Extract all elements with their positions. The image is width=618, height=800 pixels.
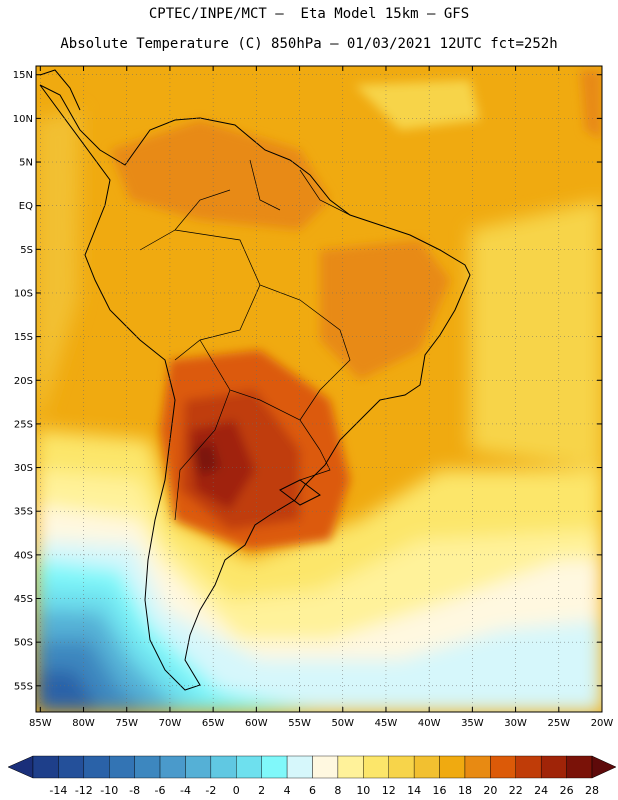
colorbar-swatch [540, 755, 567, 779]
lon-label: 80W [72, 718, 95, 729]
temperature-field [36, 66, 602, 712]
lon-label: 30W [504, 718, 527, 729]
colorbar-swatch [413, 755, 440, 779]
lon-label: 55W [288, 718, 311, 729]
map-title-line-2: Absolute Temperature (C) 850hPa – 01/03/… [60, 36, 558, 52]
lat-label: 55S [14, 681, 33, 692]
colorbar-label: 12 [382, 784, 396, 797]
colorbar-swatch [490, 755, 516, 779]
lat-label: 20S [14, 376, 33, 387]
coastline-outline [39, 69, 471, 691]
colorbar-label: 10 [356, 784, 370, 797]
colorbar-swatch [83, 755, 110, 779]
colorbar-label: 4 [284, 784, 291, 797]
colorbar-label: -10 [100, 784, 118, 797]
colorbar-label: -6 [155, 784, 166, 797]
colorbar-swatch [286, 755, 313, 779]
colorbar-label: 24 [534, 784, 548, 797]
axis-ticks [36, 66, 603, 712]
lon-label: 60W [245, 718, 268, 729]
colorbar-max-arrow [591, 755, 617, 779]
colorbar-label: -2 [205, 784, 216, 797]
colorbar-swatch [337, 755, 364, 779]
colorbar-swatch [312, 755, 339, 779]
colorbar-label: -14 [49, 784, 67, 797]
colorbar-swatch [185, 755, 212, 779]
colorbar-label: 16 [433, 784, 447, 797]
colorbar-label: -12 [75, 784, 93, 797]
colorbar-swatch [566, 755, 593, 779]
colorbar-label: 28 [585, 784, 599, 797]
colorbar-label: 20 [483, 784, 497, 797]
lon-label: 40W [418, 718, 441, 729]
lat-label: 5S [20, 245, 33, 256]
colorbar-swatch [159, 755, 186, 779]
map-title-line-1: CPTEC/INPE/MCT – Eta Model 15km – GFS [148, 6, 470, 22]
colorbar-swatch [261, 755, 288, 779]
lat-label: 30S [14, 463, 33, 474]
colorbar-label: 18 [458, 784, 472, 797]
latitude-labels: 15N 10N 5N EQ 5S 10S 15S 20S 25S 30S 35S 40S 45S 50S 5… [13, 70, 33, 692]
longitude-labels: 85W 80W 75W 70W 65W 60W 55W 50W 45W 40W 35W 30W 25W 2… [29, 718, 613, 729]
lat-label: 10S [14, 288, 33, 299]
colorbar-swatch [236, 755, 262, 779]
colorbar-label: 2 [258, 784, 265, 797]
colorbar-swatch [363, 755, 389, 779]
colorbar-label: 14 [407, 784, 421, 797]
temperature-colorbar: -14 -12 -10 -8 -6 -4 -2 0 2 4 6 8 10 12 14 16 18 20 22 24 26… [7, 755, 617, 797]
colorbar-min-arrow [7, 755, 34, 779]
lat-label: 10N [13, 114, 33, 125]
lon-label: 85W [29, 718, 52, 729]
colorbar-label: 22 [509, 784, 523, 797]
colorbar-swatch [58, 755, 85, 779]
lat-label: EQ [19, 201, 33, 212]
colorbar-swatch [388, 755, 415, 779]
colorbar-swatch [109, 755, 135, 779]
lat-label: 50S [14, 638, 33, 649]
lat-label: 5N [19, 158, 33, 169]
colorbar-swatch [210, 755, 237, 779]
lat-label: 15S [14, 332, 33, 343]
colorbar-label: 8 [334, 784, 341, 797]
colorbar-label: 26 [560, 784, 574, 797]
colorbar-label: 0 [233, 784, 240, 797]
colorbar-swatch [439, 755, 466, 779]
lat-label: 25S [14, 419, 33, 430]
country-borders [139, 159, 351, 521]
lon-label: 70W [159, 718, 182, 729]
lat-label: 35S [14, 507, 33, 518]
lon-label: 65W [202, 718, 225, 729]
colorbar-label: -4 [180, 784, 191, 797]
colorbar-swatch [515, 755, 542, 779]
lat-label: 15N [13, 70, 33, 81]
lat-label: 45S [14, 594, 33, 605]
lon-label: 75W [115, 718, 138, 729]
map-frame [35, 65, 603, 713]
colorbar-swatch [464, 755, 491, 779]
colorbar-swatch [32, 755, 59, 779]
lon-label: 20W [591, 718, 614, 729]
lon-label: 25W [547, 718, 570, 729]
colorbar-swatch [134, 755, 161, 779]
lon-label: 45W [375, 718, 398, 729]
lon-label: 35W [461, 718, 484, 729]
lat-label: 40S [14, 550, 33, 561]
lon-label: 50W [331, 718, 354, 729]
colorbar-label: -8 [129, 784, 140, 797]
colorbar-label: 6 [309, 784, 316, 797]
